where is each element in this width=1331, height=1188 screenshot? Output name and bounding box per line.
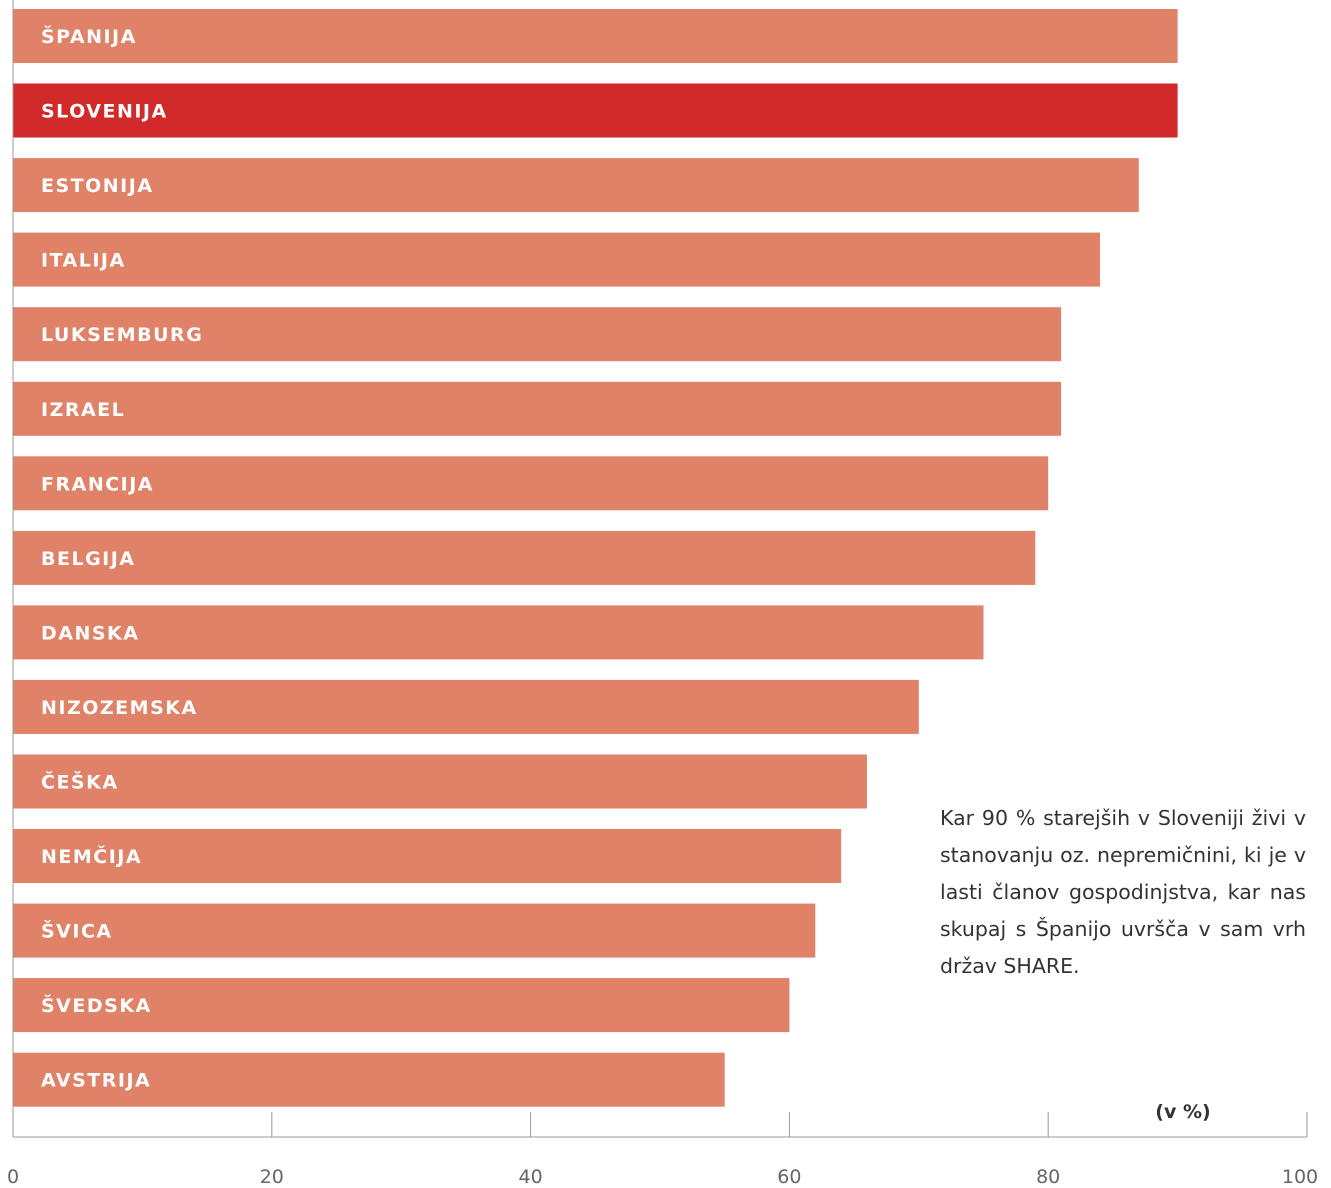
bar-label-5: IZRAEL xyxy=(41,399,125,421)
bar-5 xyxy=(13,381,1062,436)
bar-14 xyxy=(13,1052,725,1107)
bar-8 xyxy=(13,605,984,660)
bar-2 xyxy=(13,158,1139,213)
bar-label-9: NIZOZEMSKA xyxy=(41,697,198,719)
x-axis-unit-label: (v %) xyxy=(1155,1101,1210,1123)
bar-label-8: DANSKA xyxy=(41,622,140,644)
bar-label-7: BELGIJA xyxy=(41,548,136,570)
bar-13 xyxy=(13,978,790,1033)
bar-12 xyxy=(13,903,816,958)
bar-6 xyxy=(13,456,1049,511)
bar-label-10: ČEŠKA xyxy=(41,770,119,794)
bar-label-12: ŠVICA xyxy=(41,919,113,943)
bar-1 xyxy=(13,83,1178,138)
bar-label-11: NEMČIJA xyxy=(41,844,142,868)
bar-label-3: ITALIJA xyxy=(41,250,126,272)
bar-label-6: FRANCIJA xyxy=(41,473,154,495)
bar-label-1: SLOVENIJA xyxy=(41,101,168,123)
x-tick-label-5: 100 xyxy=(1282,1166,1318,1188)
bar-label-13: ŠVEDSKA xyxy=(41,993,152,1017)
x-tick-label-3: 60 xyxy=(777,1166,801,1188)
x-tick-label-2: 40 xyxy=(519,1166,543,1188)
bar-4 xyxy=(13,307,1062,362)
bar-label-14: AVSTRIJA xyxy=(41,1070,151,1092)
bar-9 xyxy=(13,679,919,734)
bar-7 xyxy=(13,530,1036,585)
bar-0 xyxy=(13,9,1178,63)
bar-label-0: ŠPANIJA xyxy=(41,24,137,48)
bar-label-4: LUKSEMBURG xyxy=(41,324,203,346)
bar-3 xyxy=(13,232,1100,287)
x-tick-label-0: 0 xyxy=(7,1166,19,1188)
bar-label-2: ESTONIJA xyxy=(41,175,154,197)
bar-10 xyxy=(13,754,867,809)
x-tick-label-4: 80 xyxy=(1036,1166,1060,1188)
annotation-text: Kar 90 % starejših v Sloveniji živi v st… xyxy=(940,806,1306,978)
x-tick-label-1: 20 xyxy=(260,1166,284,1188)
bar-11 xyxy=(13,829,842,883)
